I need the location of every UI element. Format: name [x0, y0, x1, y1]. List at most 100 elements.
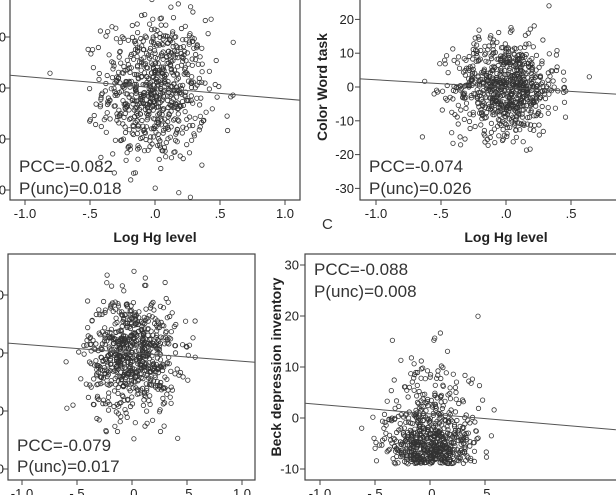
- data-point: [463, 57, 469, 63]
- p-value-annotation: P(unc)=0.018: [19, 179, 122, 198]
- data-point: [502, 120, 508, 126]
- data-point: [160, 305, 167, 311]
- data-point: [370, 414, 376, 420]
- data-point: [456, 65, 463, 71]
- data-point: [170, 96, 176, 102]
- data-point: [135, 123, 141, 129]
- data-point: [386, 417, 392, 423]
- data-point: [438, 392, 444, 398]
- data-point: [452, 409, 459, 415]
- data-point: [457, 134, 463, 140]
- data-point: [518, 51, 525, 57]
- data-point: [171, 81, 177, 87]
- data-point: [126, 371, 132, 378]
- data-point: [118, 353, 124, 360]
- data-point: [134, 64, 140, 70]
- data-point: [160, 106, 166, 112]
- data-point: [514, 66, 520, 73]
- data-point: [134, 72, 140, 78]
- data-point: [128, 115, 134, 122]
- data-point: [457, 454, 463, 461]
- data-point: [97, 366, 104, 372]
- data-point: [151, 378, 157, 384]
- data-point: [202, 80, 208, 86]
- data-point: [124, 304, 131, 310]
- data-point: [146, 398, 152, 404]
- data-point: [507, 124, 513, 131]
- data-point: [76, 349, 82, 355]
- data-point: [404, 387, 410, 393]
- data-point: [432, 382, 438, 388]
- data-point: [103, 33, 109, 39]
- data-point: [224, 113, 230, 119]
- data-point: [158, 81, 164, 88]
- data-point: [155, 142, 161, 149]
- data-point: [471, 41, 477, 47]
- data-point: [111, 85, 117, 91]
- data-point: [123, 311, 129, 317]
- data-point: [174, 366, 180, 372]
- data-point: [392, 415, 398, 421]
- data-point: [83, 381, 89, 387]
- data-point: [519, 52, 526, 59]
- data-point: [538, 94, 544, 100]
- data-point: [152, 26, 158, 32]
- data-point: [446, 456, 452, 463]
- scatter-panel-4: -1.0 -.5 .0 .5 30 20 10 0 -10 Beck depression inv…: [268, 253, 616, 495]
- data-point: [458, 438, 464, 444]
- data-point: [519, 107, 525, 113]
- data-point: [453, 396, 459, 402]
- y-tick-label: -10: [280, 462, 299, 477]
- data-point: [524, 85, 530, 91]
- y-tick-label: 0: [0, 404, 4, 419]
- data-point: [178, 25, 185, 32]
- data-point: [430, 423, 437, 429]
- data-point: [474, 436, 480, 442]
- data-point: [523, 147, 530, 153]
- data-point: [516, 57, 522, 63]
- data-point: [153, 93, 159, 99]
- data-point: [146, 348, 152, 354]
- data-point: [130, 101, 136, 107]
- data-point: [152, 316, 158, 322]
- data-point: [87, 86, 93, 92]
- data-point: [521, 77, 527, 83]
- data-point: [466, 53, 472, 60]
- data-point: [91, 401, 97, 408]
- y-tick-label: 30: [285, 258, 299, 273]
- data-point: [442, 433, 449, 439]
- data-point: [381, 411, 388, 417]
- data-point: [184, 116, 190, 122]
- data-point: [527, 146, 533, 152]
- data-point: [488, 120, 494, 127]
- data-point: [176, 190, 182, 196]
- data-point: [453, 389, 459, 395]
- data-point: [118, 60, 124, 66]
- data-point: [163, 126, 169, 132]
- data-point: [159, 79, 165, 85]
- data-point: [230, 39, 236, 45]
- data-point: [209, 106, 215, 112]
- data-point: [396, 427, 402, 433]
- data-point: [470, 56, 476, 62]
- data-point: [124, 102, 131, 108]
- data-point: [140, 402, 146, 408]
- y-tick-label: 0: [347, 80, 354, 95]
- data-point: [167, 93, 173, 100]
- data-point: [444, 97, 450, 103]
- data-point: [102, 325, 108, 331]
- data-point: [495, 62, 501, 69]
- data-point: [546, 51, 552, 57]
- data-point: [424, 398, 431, 405]
- data-point: [156, 111, 163, 117]
- data-point: [89, 318, 95, 324]
- data-point: [403, 445, 410, 452]
- data-point: [180, 82, 186, 89]
- data-point: [113, 36, 120, 42]
- data-point: [135, 29, 141, 36]
- data-point: [168, 67, 174, 73]
- data-point: [462, 136, 468, 142]
- data-point: [179, 99, 186, 105]
- data-point: [189, 74, 195, 80]
- data-point: [190, 335, 196, 341]
